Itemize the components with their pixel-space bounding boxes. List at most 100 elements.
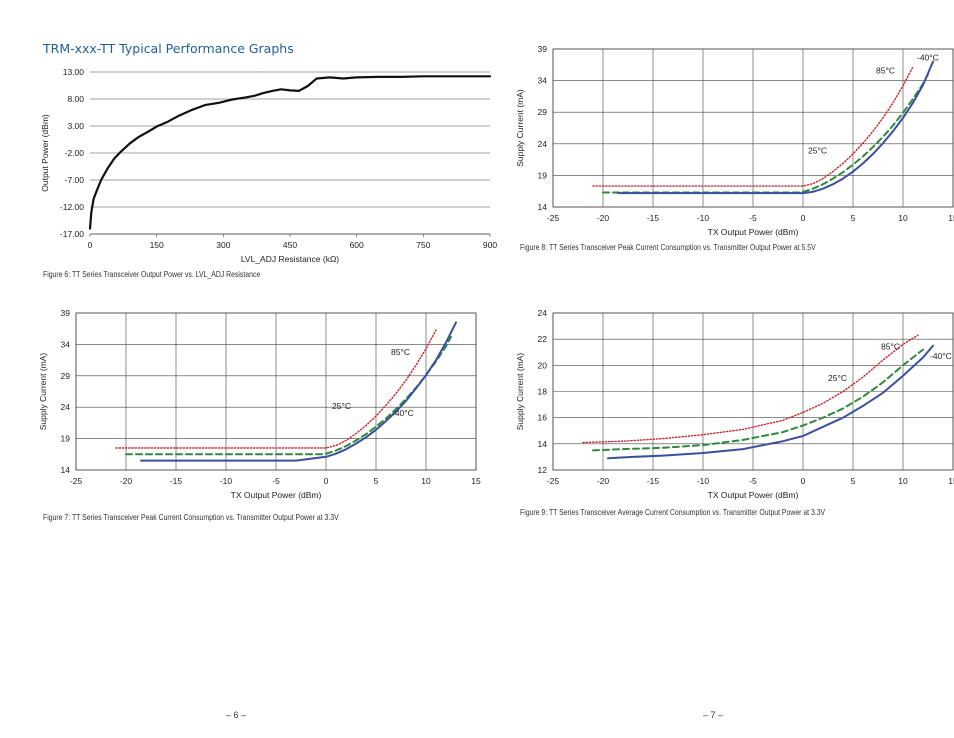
fig8-ytick-label-0: 14 <box>538 202 548 212</box>
fig7-ytick-label-2: 24 <box>61 402 71 412</box>
caption-fig6: Figure 6: TT Series Transceiver Output P… <box>43 270 261 279</box>
fig9-ytick-label-4: 20 <box>538 360 548 370</box>
fig8-ytick-label-1: 19 <box>538 170 548 180</box>
fig7-xtick-label-4: -5 <box>272 476 280 486</box>
caption-fig8: Figure 8: TT Series Transceiver Peak Cur… <box>520 243 816 252</box>
fig6-xtick-label-2: 300 <box>216 240 230 250</box>
fig7-ytick-label-4: 34 <box>61 339 71 349</box>
fig8-ytick-label-3: 29 <box>538 107 548 117</box>
fig8-annotation-1: 85°C <box>876 66 895 76</box>
fig8-xtick-label-8: 15 <box>948 213 954 223</box>
fig7-x-axis-label: TX Output Power (dBm) <box>231 490 322 500</box>
chart-fig7: 14 19 24 29 34 39 -25 -20 -15 -10 -5 0 5 10 15 TX Outpu… <box>30 306 481 506</box>
fig6-ytick-label-5: 8.00 <box>67 94 84 104</box>
fig9-ytick-label-5: 22 <box>538 334 548 344</box>
fig7-annotation-1: 25°C <box>332 401 351 411</box>
fig6-xtick-label-6: 900 <box>483 240 497 250</box>
page-number-left: – 6 – <box>226 710 247 720</box>
fig8-xtick-label-3: -10 <box>697 213 710 223</box>
fig9-ytick-label-2: 16 <box>538 413 548 423</box>
chart-fig6: -17.00 -12.00 -7.00 -2.00 3.00 8.00 13.00 0 150 3… <box>30 62 497 264</box>
caption-fig7: Figure 7: TT Series Transceiver Peak Cur… <box>43 513 339 522</box>
fig7-annotation-2: -40°C <box>392 408 414 418</box>
chart-fig8-svg: 14 19 24 29 34 39 -25 -20 -15 -10 -5 0 5 10 15 TX Outpu… <box>515 44 954 237</box>
caption-fig9: Figure 9: TT Series Transceiver Average … <box>520 508 826 517</box>
fig8-ytick-label-2: 24 <box>538 139 548 149</box>
fig7-xtick-label-7: 10 <box>421 476 431 486</box>
fig7-annotation-0: 85°C <box>391 347 410 357</box>
fig6-ytick-label-0: -17.00 <box>60 229 84 239</box>
fig6-y-axis-label: Output Power (dBm) <box>40 114 50 192</box>
fig9-ytick-label-0: 12 <box>538 465 548 475</box>
fig7-ytick-label-0: 14 <box>61 465 71 475</box>
fig9-xtick-label-4: -5 <box>749 476 757 486</box>
fig6-ytick-label-1: -12.00 <box>60 202 84 212</box>
fig8-xtick-label-0: -25 <box>547 213 560 223</box>
fig8-y-axis-label: Supply Current (mA) <box>515 89 525 167</box>
fig9-xtick-label-1: -20 <box>597 476 610 486</box>
fig7-ytick-label-5: 39 <box>61 308 71 318</box>
fig7-ytick-label-1: 19 <box>61 434 71 444</box>
fig9-x-axis-label: TX Output Power (dBm) <box>708 490 799 500</box>
fig8-xtick-label-4: -5 <box>749 213 757 223</box>
chart-fig9-svg: 12 14 16 18 20 22 24 -25 -20 -15 -10 -5 0 5 10 15 TX Out… <box>515 308 954 500</box>
fig8-series-blue-line <box>617 60 934 195</box>
fig8-xtick-label-7: 10 <box>898 213 908 223</box>
fig9-xtick-label-2: -15 <box>647 476 660 486</box>
fig8-xtick-label-1: -20 <box>597 213 610 223</box>
fig8-series-green-line <box>602 73 929 194</box>
fig7-series-red-line <box>115 329 437 449</box>
fig6-ytick-label-3: -2.00 <box>65 148 85 158</box>
fig7-series-blue-line <box>140 321 457 462</box>
fig8-annotation-2: 25°C <box>808 145 827 155</box>
fig7-xtick-label-2: -15 <box>170 476 183 486</box>
fig8-frame <box>552 48 954 208</box>
fig8-xtick-label-2: -15 <box>647 213 660 223</box>
fig7-ytick-label-3: 29 <box>61 371 71 381</box>
fig7-y-axis-label: Supply Current (mA) <box>38 353 48 431</box>
fig7-xtick-label-0: -25 <box>70 476 83 486</box>
fig9-annotation-1: -40°C <box>930 351 952 361</box>
fig9-xtick-label-5: 0 <box>801 476 806 486</box>
fig9-annotation-2: 25°C <box>828 373 847 383</box>
fig7-xtick-label-3: -10 <box>220 476 233 486</box>
fig9-annotation-0: 85°C <box>881 342 900 352</box>
fig8-xtick-label-6: 5 <box>851 213 856 223</box>
fig8-series-red-line <box>592 66 914 187</box>
fig6-ytick-label-4: 3.00 <box>67 121 84 131</box>
fig9-ytick-label-6: 24 <box>538 308 548 318</box>
fig9-frame <box>552 312 954 471</box>
fig9-xtick-label-7: 10 <box>898 476 908 486</box>
fig9-ytick-label-1: 14 <box>538 439 548 449</box>
fig9-series-red-line <box>582 334 919 444</box>
fig7-xtick-label-5: 0 <box>324 476 329 486</box>
fig6-xtick-label-5: 750 <box>416 240 430 250</box>
fig9-xtick-label-0: -25 <box>547 476 560 486</box>
page-number-right: – 7 – <box>703 710 724 720</box>
chart-fig9: 12 14 16 18 20 22 24 -25 -20 -15 -10 -5 0 5 10 15 TX Out… <box>507 306 954 506</box>
fig6-xtick-label-0: 0 <box>88 240 93 250</box>
fig9-series-green-line <box>592 348 924 452</box>
fig6-ytick-label-2: -7.00 <box>65 175 85 185</box>
chart-fig7-svg: 14 19 24 29 34 39 -25 -20 -15 -10 -5 0 5 10 15 TX Outpu… <box>38 308 481 500</box>
fig6-x-axis-label: LVL_ADJ Resistance (kΩ) <box>241 254 339 264</box>
page-heading: TRM-xxx-TT Typical Performance Graphs <box>43 41 294 56</box>
fig9-xtick-label-3: -10 <box>697 476 710 486</box>
fig6-xtick-label-3: 450 <box>283 240 297 250</box>
fig9-xtick-label-6: 5 <box>851 476 856 486</box>
fig6-ytick-label-6: 13.00 <box>63 67 85 77</box>
fig9-series-blue-line <box>607 344 934 460</box>
fig6-series-black-line <box>88 75 492 230</box>
fig9-y-axis-label: Supply Current (mA) <box>515 353 525 431</box>
fig8-ytick-label-4: 34 <box>538 76 548 86</box>
fig8-ytick-label-5: 39 <box>538 44 548 54</box>
fig8-xtick-label-5: 0 <box>801 213 806 223</box>
fig8-x-axis-label: TX Output Power (dBm) <box>708 227 799 237</box>
fig7-frame <box>75 312 477 471</box>
chart-fig8: 14 19 24 29 34 39 -25 -20 -15 -10 -5 0 5 10 15 TX Outpu… <box>507 42 954 242</box>
fig7-xtick-label-6: 5 <box>374 476 379 486</box>
fig7-xtick-label-8: 15 <box>471 476 481 486</box>
fig6-xtick-label-4: 600 <box>350 240 364 250</box>
fig8-annotation-0: -40°C <box>917 52 939 62</box>
fig9-ytick-label-3: 18 <box>538 387 548 397</box>
